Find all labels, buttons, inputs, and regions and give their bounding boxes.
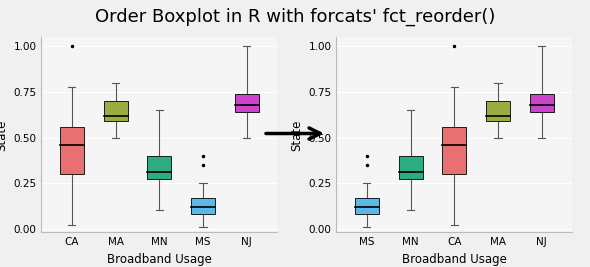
X-axis label: Broadband Usage: Broadband Usage <box>402 253 507 266</box>
Bar <box>486 101 510 121</box>
Bar <box>530 94 554 112</box>
Bar <box>148 156 171 179</box>
Y-axis label: State: State <box>0 119 8 151</box>
Bar <box>104 101 127 121</box>
Y-axis label: State: State <box>290 119 303 151</box>
Text: Order Boxplot in R with forcats' fct_reorder(): Order Boxplot in R with forcats' fct_reo… <box>95 8 495 26</box>
Bar <box>442 127 466 174</box>
Bar <box>60 127 84 174</box>
Bar <box>355 198 379 214</box>
X-axis label: Broadband Usage: Broadband Usage <box>107 253 212 266</box>
Bar <box>235 94 259 112</box>
Bar <box>191 198 215 214</box>
Bar <box>399 156 422 179</box>
